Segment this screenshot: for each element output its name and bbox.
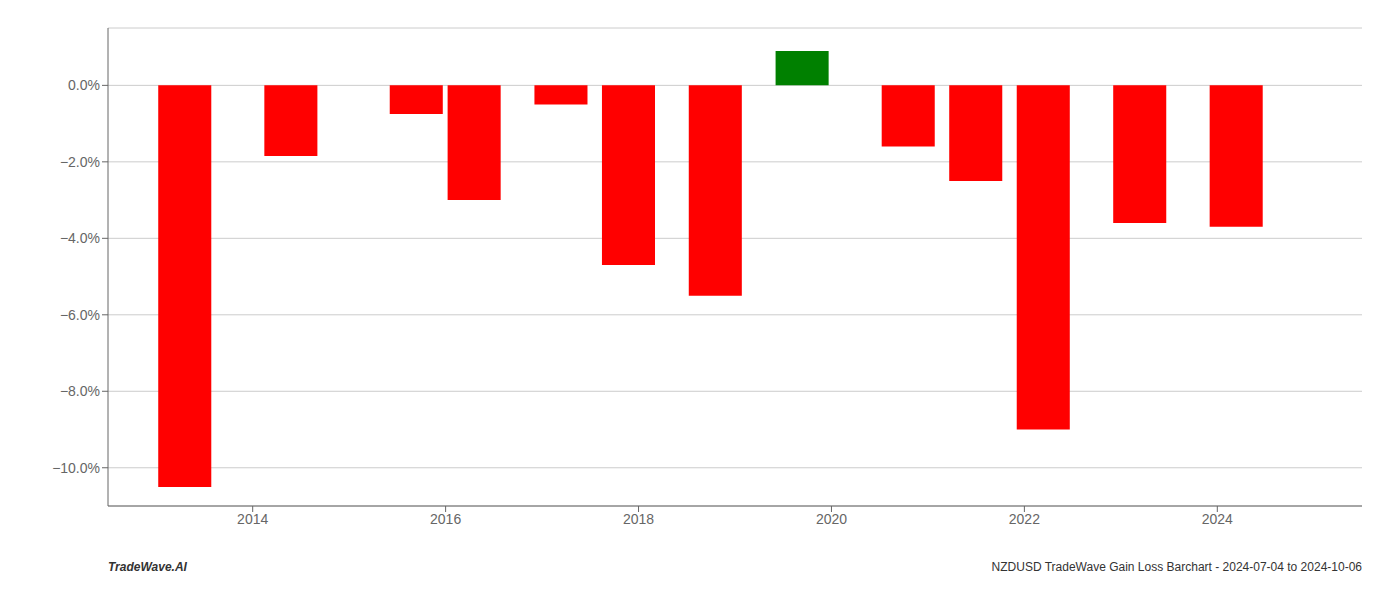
svg-text:2020: 2020 <box>816 511 847 527</box>
svg-text:2024: 2024 <box>1202 511 1233 527</box>
svg-text:−4.0%: −4.0% <box>60 230 100 246</box>
svg-text:−8.0%: −8.0% <box>60 383 100 399</box>
svg-text:2016: 2016 <box>430 511 461 527</box>
svg-text:2018: 2018 <box>623 511 654 527</box>
svg-text:2014: 2014 <box>237 511 268 527</box>
svg-text:−2.0%: −2.0% <box>60 154 100 170</box>
svg-text:0.0%: 0.0% <box>68 77 100 93</box>
html-text:TradeWave.AI: TradeWave.AI <box>108 560 187 574</box>
svg-text:−6.0%: −6.0% <box>60 307 100 323</box>
svg-text:−10.0%: −10.0% <box>52 460 100 476</box>
html-text:NZDUSD TradeWave Gain Loss Bar: NZDUSD TradeWave Gain Loss Barchart - 20… <box>991 560 1362 574</box>
svg-text:2022: 2022 <box>1009 511 1040 527</box>
